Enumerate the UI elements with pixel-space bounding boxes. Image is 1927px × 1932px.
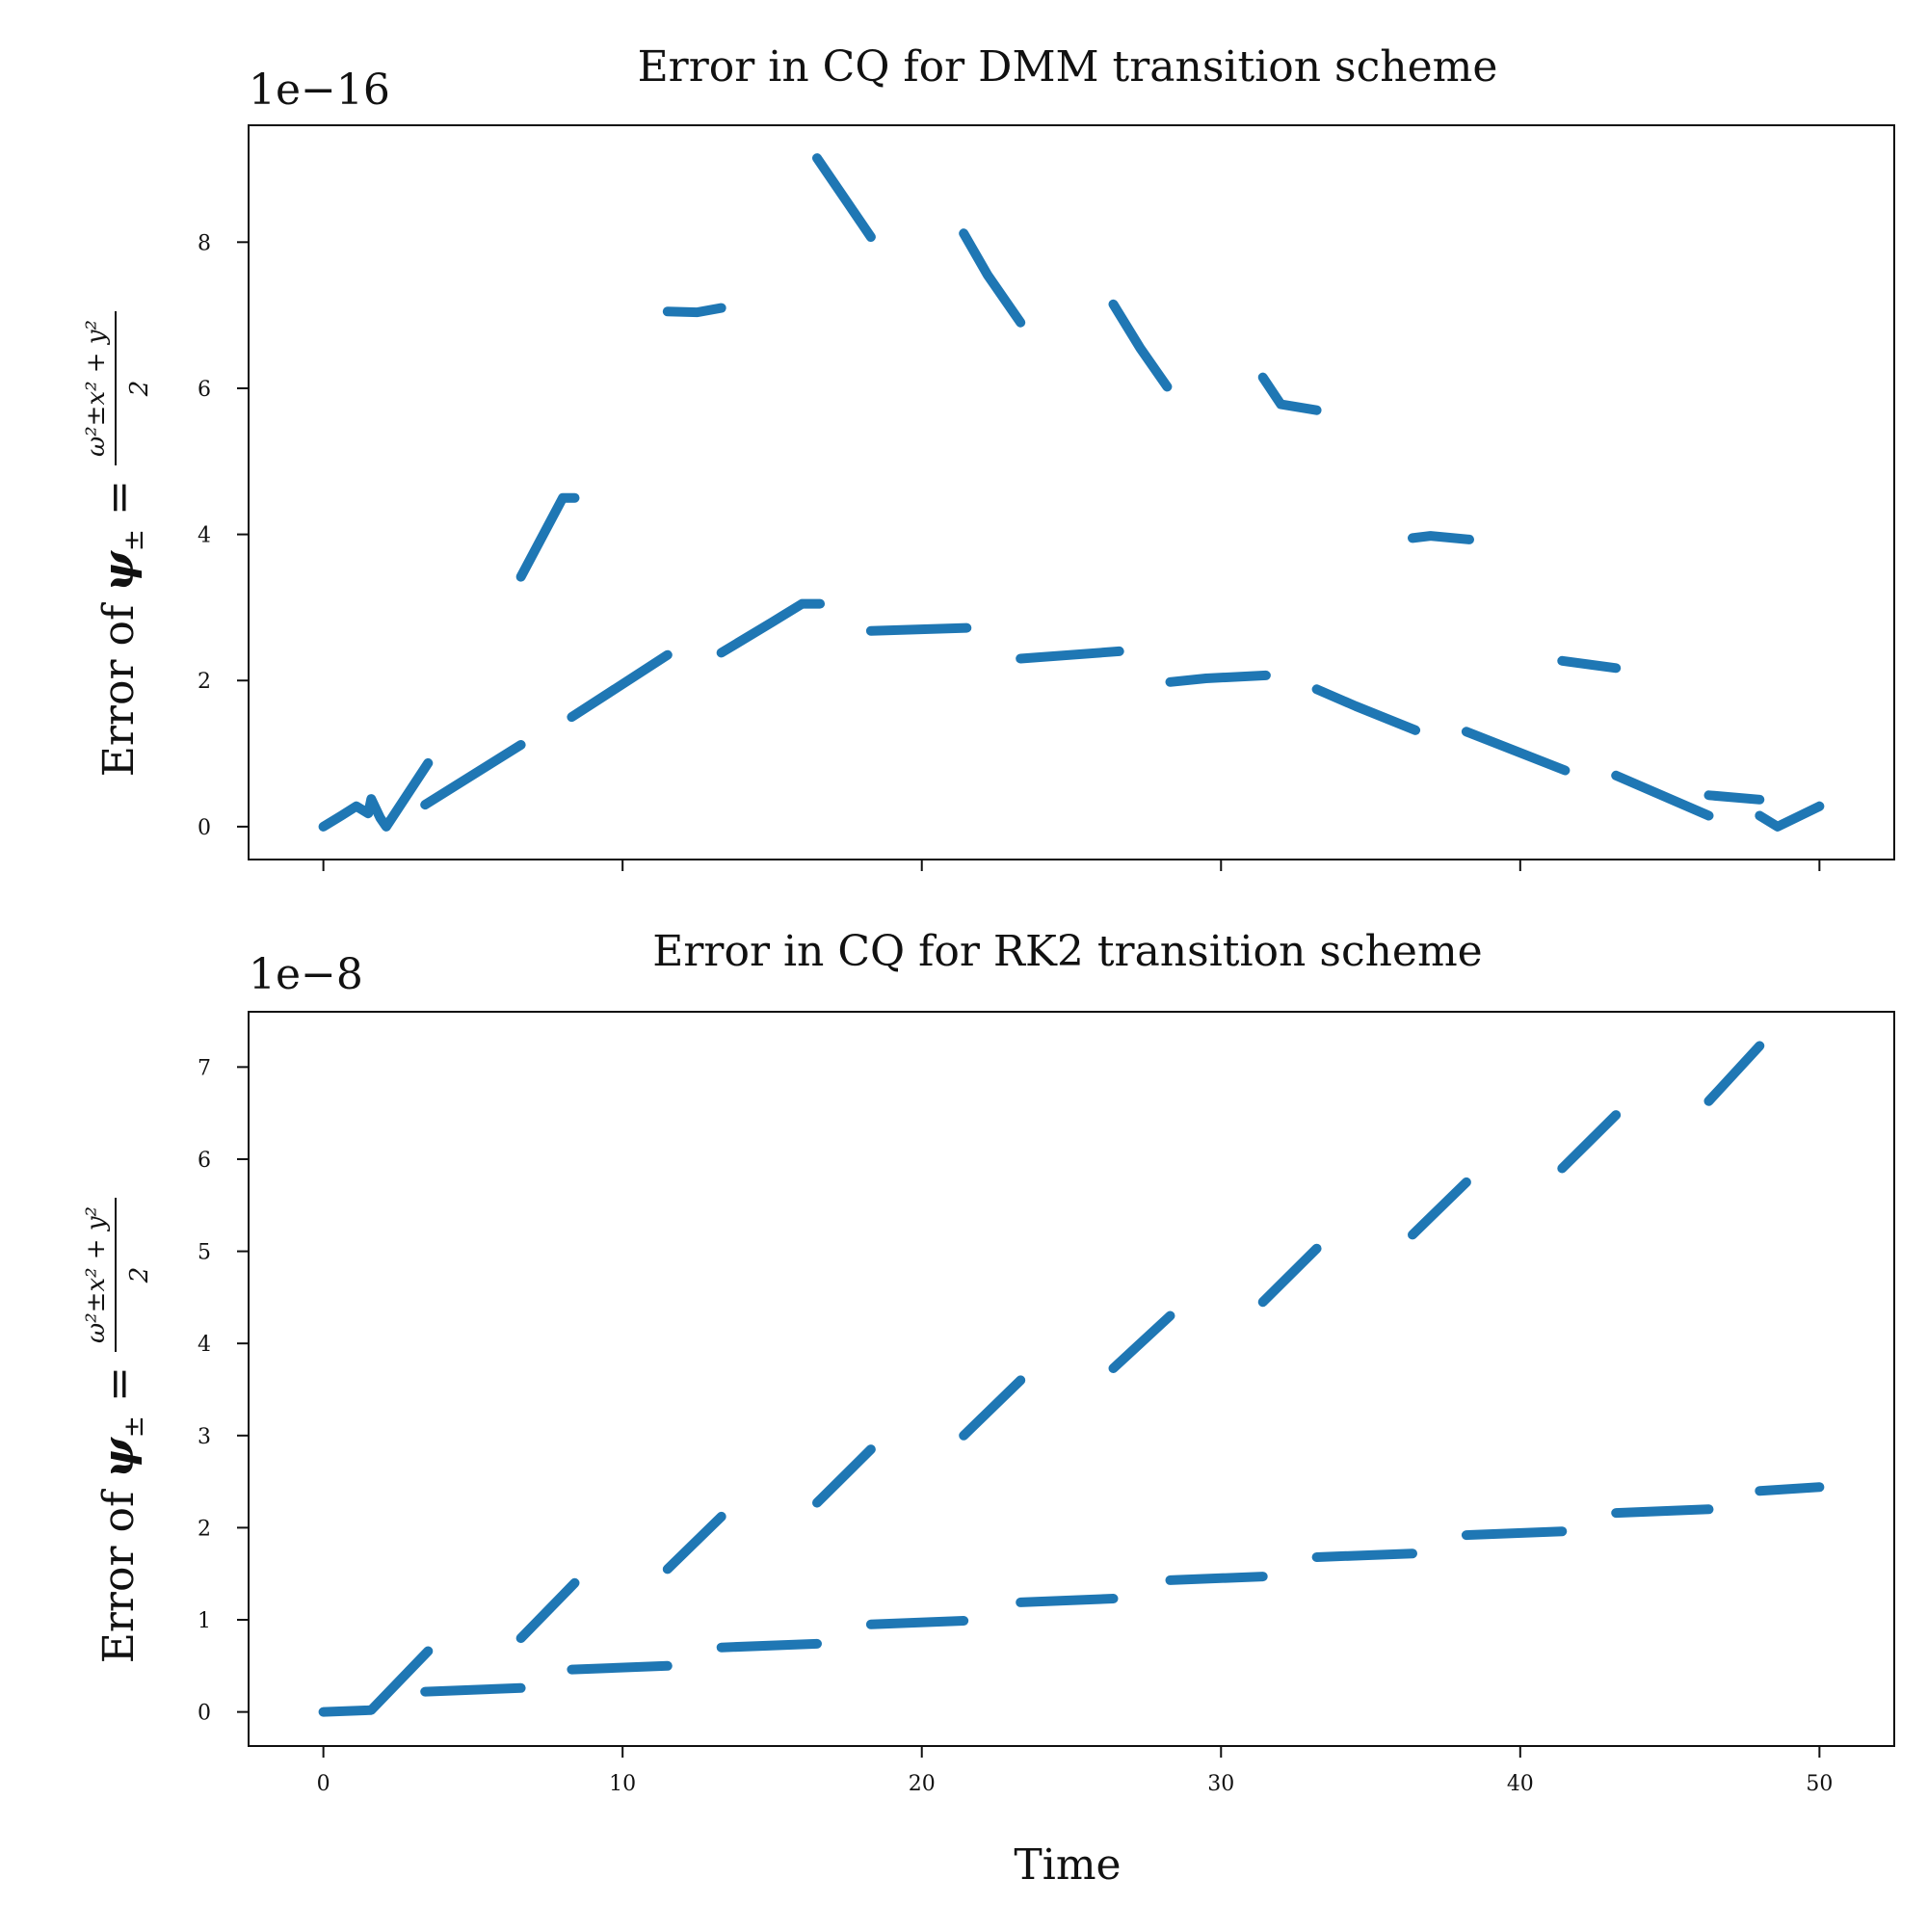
dmm-series-1-segment [1461,727,1571,776]
dmm-y-tick-label: 2 [198,670,211,694]
dmm-y-axis-label: Error of ψ± = ω²±x² + y² 2 [82,311,154,777]
rk2-y-axis-label: Error of ψ± = ω²±x² + y² 2 [82,1198,154,1663]
dmm-series-1-segment [567,649,673,723]
dmm-y-tick-label: 0 [198,816,211,840]
rk2-ylabel-denominator: 2 [125,1267,154,1284]
rk2-x-tick-label: 40 [1507,1772,1534,1796]
rk2-series-2-segment [1016,1594,1119,1607]
dmm-series-2-segment [1108,299,1173,392]
dmm-error-panel: Error in CQ for DMM transition scheme 1e… [82,42,1895,871]
rk2-series-1-segment [959,1375,1026,1441]
dmm-series-1-segment [1611,770,1714,821]
dmm-series-2-segment [959,228,1026,328]
rk2-series-1-segment [515,1577,580,1644]
rk2-series-2-segment [865,1616,969,1629]
rk2-y-tick-label: 1 [198,1609,211,1633]
dmm-offset-label: 1e−16 [249,66,390,115]
rk2-plot-frame [248,1011,1895,1747]
rk2-ylabel-eq: = [94,1366,144,1416]
rk2-series-1-segment [662,1511,726,1575]
dmm-series-1-segment [1165,670,1271,687]
rk2-series-1-segment [318,1646,434,1717]
rk2-series-1-segment [1408,1177,1471,1240]
rk2-x-tick-label: 30 [1207,1772,1234,1796]
rk2-x-tick-label: 20 [909,1772,936,1796]
rk2-series-1-segment [1108,1310,1175,1373]
dmm-series-2-segment [662,303,726,318]
dmm-y-tick-label: 8 [198,231,211,255]
dmm-series-2-segment [1703,790,1765,805]
rk2-series-2-segment [716,1638,822,1653]
rk2-x-tick-label: 50 [1806,1772,1833,1796]
rk2-offset-label: 1e−8 [249,950,363,999]
rk2-y-tick-label: 3 [198,1425,211,1449]
dmm-ylabel-psi: ψ [94,550,144,592]
rk2-y-tick-label: 7 [198,1056,211,1080]
rk2-panel-title: Error in CQ for RK2 transition scheme [652,927,1482,976]
rk2-series-2-segment [1461,1526,1568,1541]
rk2-y-tick-label: 6 [198,1149,211,1173]
rk2-series-1-segment [1703,1041,1765,1106]
rk2-series-2-segment [567,1660,673,1675]
dmm-series-1-segment [1016,646,1124,664]
rk2-series-2-segment [1611,1504,1714,1519]
rk2-ylabel-prefix: Error of [94,1478,144,1663]
rk2-error-panel: Error in CQ for RK2 transition scheme 1e… [82,927,1895,1796]
rk2-ylabel-numerator: ω²±x² + y² [82,1206,111,1343]
dmm-series-1-segment [318,757,434,832]
rk2-y-tick-label: 5 [198,1241,211,1265]
rk2-y-tick-label: 2 [198,1517,211,1541]
dmm-series-1-segment [1755,801,1825,832]
rk2-series-2-segment [1311,1548,1417,1562]
dmm-plot-frame [248,124,1895,860]
dmm-series-2-segment [515,492,580,582]
dmm-series-1-segment [420,740,526,810]
rk2-y-tick-label: 4 [198,1333,211,1357]
rk2-y-tick-label: 0 [198,1702,211,1726]
dmm-series-2-segment [1557,655,1622,674]
rk2-x-tick-label: 10 [609,1772,636,1796]
dmm-series-1-segment [1311,684,1421,735]
dmm-y-tick-label: 6 [198,378,211,402]
rk2-series-2-segment [1755,1482,1825,1496]
rk2-series-1-segment [1257,1243,1322,1308]
dmm-series-1-segment [716,598,826,658]
dmm-y-tick-label: 4 [198,524,211,548]
dmm-series-2-segment [1257,372,1322,415]
rk2-x-tick-label: 0 [317,1772,330,1796]
x-axis-label: Time [1014,1840,1121,1890]
dmm-panel-title: Error in CQ for DMM transition scheme [638,42,1498,92]
svg-text:Error of ψ± =: Error of ψ± = [94,480,149,777]
rk2-ylabel-psi: ψ [94,1437,144,1478]
dmm-series-2-segment [1408,531,1474,544]
dmm-series-2-segment [812,153,876,242]
dmm-ylabel-numerator: ω²±x² + y² [82,320,111,457]
dmm-series-1-segment [865,622,972,636]
rk2-series-1-segment [1557,1110,1622,1174]
rk2-series-2-segment [1165,1572,1268,1585]
dmm-ylabel-prefix: Error of [94,592,144,777]
rk2-series-2-segment [420,1682,526,1697]
dmm-ylabel-eq: = [94,480,144,529]
svg-text:Error of ψ± =: Error of ψ± = [94,1366,149,1663]
dmm-ylabel-denominator: 2 [125,381,154,398]
dmm-ylabel-pm: ± [118,529,149,551]
rk2-ylabel-pm: ± [118,1416,149,1438]
rk2-series-1-segment [812,1444,876,1508]
